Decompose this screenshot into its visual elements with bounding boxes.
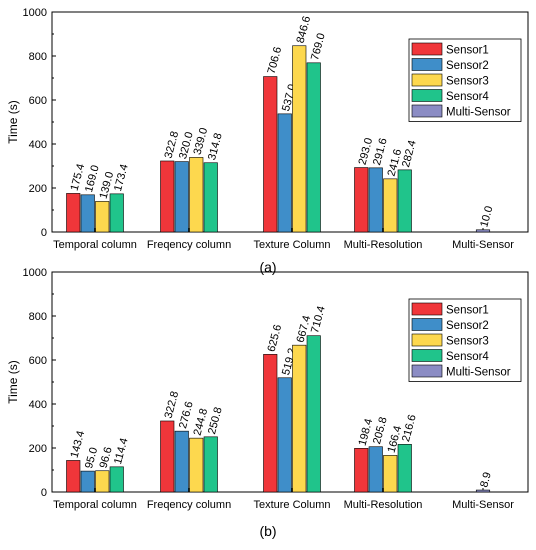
x-tick-label: Freqency column: [147, 499, 231, 511]
bar-sensor4: [306, 335, 321, 493]
bar-sensor4: [203, 436, 218, 493]
panel-label: (a): [259, 259, 276, 275]
y-tick-label: 1000: [23, 7, 47, 19]
legend-label: Sensor3: [446, 76, 489, 88]
bar-sensor2: [174, 161, 189, 233]
bar-sensor1: [160, 420, 175, 493]
legend-swatch-sensor4: [411, 349, 443, 362]
bar-sensor2: [277, 377, 292, 493]
bar-sensor2: [174, 430, 189, 493]
legend-label: Sensor4: [446, 351, 489, 363]
y-tick-label: 0: [41, 487, 47, 499]
y-tick-label: 400: [29, 139, 47, 151]
bar-sensor3: [383, 178, 398, 233]
data-label: 625.6: [266, 323, 285, 353]
bar-sensor1: [66, 460, 81, 493]
legend-label: Sensor2: [446, 60, 489, 72]
data-label: 846.6: [295, 15, 314, 45]
data-label: 95.0: [83, 446, 100, 470]
bar-sensor2: [277, 113, 292, 233]
data-label: 173.4: [112, 163, 131, 193]
panel-label: (b): [259, 523, 276, 539]
bar-sensor4: [109, 193, 124, 233]
bar-sensor2: [80, 194, 95, 233]
bar-sensor3: [189, 437, 204, 493]
legend-swatch-sensor2: [411, 318, 443, 331]
legend-label: Sensor4: [446, 91, 489, 103]
bar-sensor1: [354, 448, 369, 493]
bar-sensor3: [95, 470, 110, 493]
bar-sensor1: [263, 76, 278, 233]
data-label: 10.0: [478, 205, 495, 229]
legend-swatch-multi-sensor: [411, 104, 443, 118]
x-tick-label: Multi-Resolution: [344, 499, 423, 511]
x-tick-label: Texture Column: [253, 239, 330, 251]
bar-sensor1: [66, 193, 81, 233]
x-tick-label: Temporal column: [53, 239, 137, 251]
bar-sensor1: [160, 160, 175, 233]
chart-panel-b: 0 200 400 600 800 1000 Time (s) Temporal column…: [6, 267, 529, 539]
x-tick-label: Multi-Sensor: [452, 239, 514, 251]
bar-sensor3: [292, 344, 307, 493]
data-label: 710.4: [309, 305, 328, 335]
y-tick-label: 0: [41, 227, 47, 239]
data-label: 706.6: [266, 46, 285, 76]
bar-sensor4: [203, 162, 218, 233]
legend-label: Multi-Sensor: [446, 107, 511, 119]
x-tick-label: Texture Column: [253, 499, 330, 511]
y-tick-label: 200: [29, 443, 47, 455]
data-label: 8.9: [478, 471, 494, 489]
legend-label: Sensor1: [446, 305, 489, 317]
data-label: 282.4: [400, 139, 419, 169]
bar-sensor2: [368, 167, 383, 233]
legend-swatch-sensor4: [411, 89, 443, 102]
legend-swatch-sensor3: [411, 73, 443, 87]
y-tick-label: 600: [29, 95, 47, 107]
bar-sensor4: [397, 169, 412, 233]
y-axis-label: Time (s): [6, 100, 20, 144]
x-tick-label: Multi-Sensor: [452, 499, 514, 511]
bar-sensor3: [383, 455, 398, 493]
legend-label: Sensor3: [446, 336, 489, 348]
bar-sensor2: [80, 470, 95, 493]
y-tick-label: 800: [29, 51, 47, 63]
bar-sensor3: [189, 157, 204, 233]
data-label: 322.8: [163, 390, 182, 420]
legend-swatch-sensor1: [411, 302, 443, 316]
y-tick-label: 800: [29, 311, 47, 323]
bar-multi-sensor: [475, 489, 491, 493]
data-label: 314.8: [206, 132, 225, 162]
legend-swatch-sensor3: [411, 333, 443, 347]
legend-label: Sensor1: [446, 45, 489, 57]
legend-swatch-sensor2: [411, 58, 443, 71]
legend-swatch-multi-sensor: [411, 364, 443, 378]
y-tick-label: 200: [29, 183, 47, 195]
legend-label: Multi-Sensor: [446, 367, 511, 379]
bar-sensor1: [263, 354, 278, 493]
data-label: 216.6: [400, 413, 419, 443]
legend-swatch-sensor1: [411, 42, 443, 56]
data-label: 143.4: [69, 430, 88, 460]
bar-sensor1: [354, 167, 369, 233]
x-tick-label: Freqency column: [147, 239, 231, 251]
y-axis-label: Time (s): [6, 360, 20, 404]
bar-sensor2: [368, 446, 383, 493]
bar-multi-sensor: [475, 229, 491, 233]
data-label: 769.0: [309, 32, 328, 62]
data-label: 114.4: [112, 437, 131, 466]
data-label: 96.6: [98, 446, 115, 470]
y-tick-label: 400: [29, 399, 47, 411]
chart-panel-a: 0 200 400 600 800 1000 Time (s) Temporal column…: [6, 7, 529, 275]
bar-sensor3: [95, 201, 110, 233]
y-tick-label: 600: [29, 355, 47, 367]
legend-label: Sensor2: [446, 320, 489, 332]
bar-sensor4: [109, 466, 124, 493]
x-tick-label: Temporal column: [53, 499, 137, 511]
y-tick-label: 1000: [23, 267, 47, 279]
bar-sensor4: [306, 62, 321, 233]
bar-sensor3: [292, 45, 307, 233]
x-tick-label: Multi-Resolution: [344, 239, 423, 251]
bar-sensor4: [397, 444, 412, 493]
